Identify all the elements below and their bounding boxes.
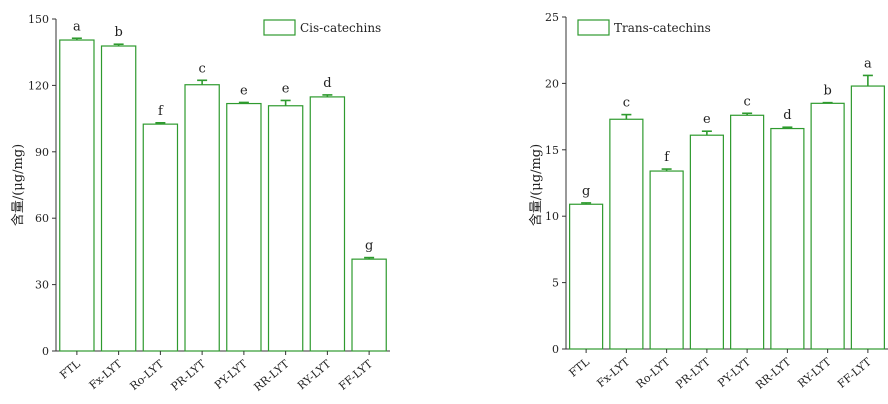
y-tick-label: 20: [545, 77, 559, 90]
bar: [609, 118, 644, 350]
y-tick-label: 150: [28, 13, 49, 26]
x-tick-label: Ro-LYT: [127, 357, 166, 393]
significance-letter: c: [743, 94, 750, 109]
bar: [184, 84, 220, 352]
bar: [309, 96, 346, 352]
bar: [569, 203, 604, 350]
significance-letter: g: [582, 184, 590, 199]
significance-letter: b: [114, 25, 122, 40]
chart-cis-catechins: 含量/(μg/mg) 0 30 60 90 120 150 a FTL b Fx-LYT f Ro-L…: [10, 13, 390, 394]
bar: [810, 102, 845, 350]
x-tick-label: RR-LYT: [251, 357, 292, 394]
chart-trans-catechins: 含量/(μg/mg) 0 5 10 15 20 25 g FTL c Fx-LYT f Ro-LYT e…: [528, 11, 888, 392]
significance-letter: f: [664, 150, 670, 165]
x-tick-label: FF-LYT: [336, 357, 375, 393]
significance-letter: b: [823, 84, 831, 99]
legend-cis: Cis-catechins: [263, 19, 381, 36]
x-tick-label: Fx-LYT: [594, 355, 632, 390]
x-tick-label: PY-LYT: [715, 355, 753, 390]
significance-letter: c: [623, 96, 630, 111]
significance-letter: d: [323, 76, 331, 91]
y-tick-label: 120: [28, 79, 49, 92]
legend-swatch-cis: [263, 19, 296, 36]
x-tick-label: FTL: [567, 355, 593, 380]
bar: [142, 123, 179, 352]
y-axis-label-cis: 含量/(μg/mg): [10, 144, 26, 226]
bar: [100, 45, 137, 352]
y-tick-label: 0: [42, 345, 49, 358]
x-tick-label: FTL: [57, 357, 83, 382]
bar: [689, 134, 724, 350]
significance-letter: e: [240, 83, 248, 98]
x-tick-label: PR-LYT: [169, 357, 209, 393]
plot-area-trans: 0 5 10 15 20 25 g FTL c Fx-LYT f Ro-LYT e PR-LYT c PY-L…: [545, 11, 888, 392]
bar: [770, 127, 805, 350]
y-tick-label: 0: [552, 343, 559, 356]
bar: [850, 85, 885, 350]
bar: [730, 114, 765, 350]
x-tick-label: FF-LYT: [835, 355, 874, 391]
legend-swatch-trans: [577, 19, 610, 36]
significance-letter: a: [73, 19, 81, 34]
y-tick-label: 60: [35, 212, 49, 225]
x-tick-label: RR-LYT: [753, 355, 794, 392]
significance-letter: e: [703, 112, 711, 127]
y-tick-label: 90: [35, 146, 49, 159]
x-tick-label: PR-LYT: [673, 355, 713, 391]
bar: [226, 102, 262, 352]
y-tick-label: 30: [35, 279, 49, 292]
significance-letter: d: [783, 108, 791, 123]
significance-letter: g: [365, 239, 373, 254]
bar: [59, 39, 95, 352]
legend-label-trans: Trans-catechins: [614, 21, 711, 35]
x-tick-label: PY-LYT: [212, 357, 250, 392]
y-tick-label: 15: [545, 144, 559, 157]
y-tick-label: 25: [545, 11, 559, 24]
bar: [267, 105, 304, 352]
x-tick-label: RY-LYT: [295, 357, 334, 392]
significance-letter: a: [864, 56, 872, 71]
y-tick-label: 10: [545, 210, 559, 223]
legend-trans: Trans-catechins: [577, 19, 711, 36]
significance-letter: f: [158, 104, 164, 119]
x-tick-label: Ro-LYT: [634, 355, 673, 391]
significance-letter: c: [198, 61, 205, 76]
y-axis-label-trans: 含量/(μg/mg): [528, 144, 544, 226]
significance-letter: e: [282, 81, 290, 96]
bar: [351, 258, 387, 352]
plot-area-cis: 0 30 60 90 120 150 a FTL b Fx-LYT f Ro-LYT c PR-LYT e P…: [28, 13, 390, 394]
bar: [649, 170, 684, 350]
y-tick-label: 5: [552, 277, 559, 290]
legend-label-cis: Cis-catechins: [300, 21, 381, 35]
x-tick-label: RY-LYT: [795, 355, 834, 390]
x-tick-label: Fx-LYT: [87, 357, 125, 392]
